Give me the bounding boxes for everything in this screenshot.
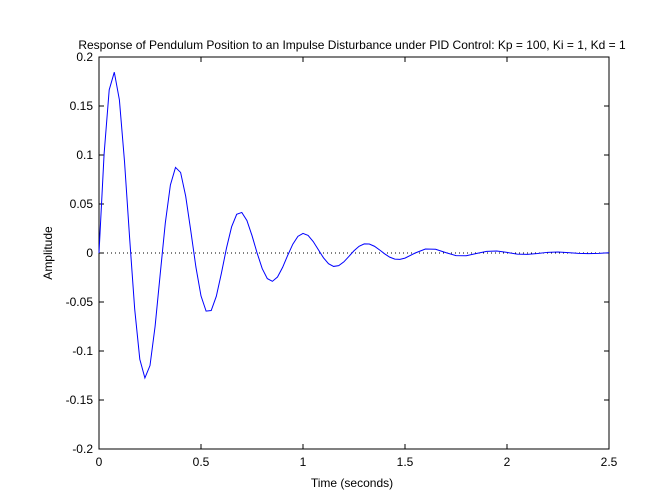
y-tick-label: -0.15 [66, 393, 94, 407]
y-axis-label: Amplitude [41, 226, 55, 280]
x-tick-label: 2.5 [601, 455, 618, 469]
x-tick-label: 0 [96, 455, 103, 469]
y-tick-label: 0 [86, 246, 93, 260]
x-tick-label: 1.5 [397, 455, 414, 469]
y-tick-label: 0.1 [76, 148, 93, 162]
x-tick-label: 2 [504, 455, 511, 469]
chart-title: Response of Pendulum Position to an Impu… [78, 38, 626, 52]
y-tick-label: 0.15 [70, 99, 94, 113]
x-axis-label: Time (seconds) [311, 476, 393, 490]
y-tick-label: 0.2 [76, 50, 93, 64]
line-series [98, 72, 610, 380]
y-tick-label: -0.2 [72, 442, 93, 456]
y-tick-label: 0.05 [70, 197, 94, 211]
y-tick-label: -0.05 [66, 295, 94, 309]
x-tick-label: 0.5 [193, 455, 210, 469]
x-tick-label: 1 [300, 455, 307, 469]
y-tick-label: -0.1 [72, 344, 93, 358]
